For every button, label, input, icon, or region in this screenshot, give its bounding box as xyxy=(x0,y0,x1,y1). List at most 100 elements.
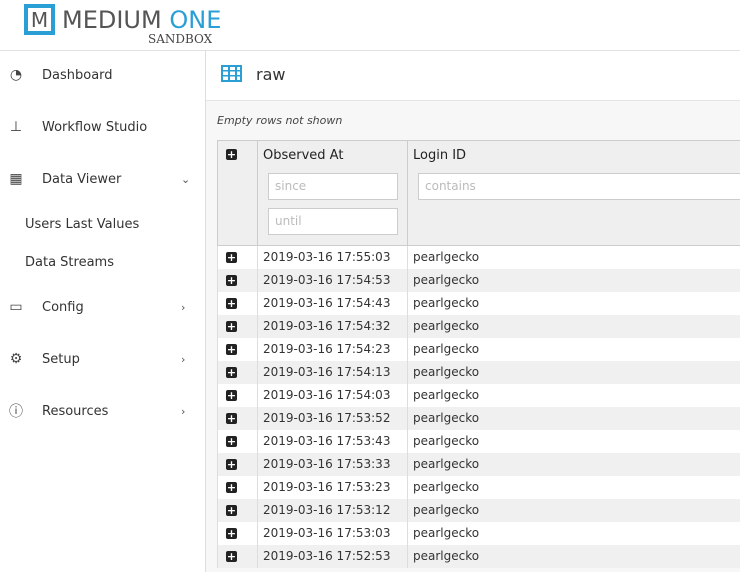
sidebar-item-dashboard[interactable]: ◔ Dashboard xyxy=(0,55,205,95)
sidebar-item-label: Data Streams xyxy=(25,254,114,270)
until-input[interactable]: until xyxy=(268,208,398,235)
desktop-icon: ▭ xyxy=(9,299,23,315)
expand-row-icon[interactable]: + xyxy=(226,412,237,425)
sidebar: ◔ Dashboard ⊥ Workflow Studio ▦ Data Viewer… xyxy=(0,51,206,572)
sidebar-item-users-last-values[interactable]: Users Last Values xyxy=(0,204,205,244)
table-row[interactable]: + 2019-03-16 17:53:52 pearlgecko xyxy=(217,407,740,430)
cell-observed-at: 2019-03-16 17:53:12 xyxy=(257,499,407,522)
sidebar-item-data-viewer[interactable]: ▦ Data Viewer ⌄ xyxy=(0,159,205,199)
cell-observed-at: 2019-03-16 17:54:13 xyxy=(257,361,407,384)
chevron-right-icon: › xyxy=(181,404,186,418)
expand-row-icon[interactable]: + xyxy=(226,458,237,471)
cell-login-id: pearlgecko xyxy=(407,361,740,384)
cell-login-id: pearlgecko xyxy=(407,430,740,453)
cell-login-id: pearlgecko xyxy=(407,338,740,361)
cell-observed-at: 2019-03-16 17:54:03 xyxy=(257,384,407,407)
cell-login-id: pearlgecko xyxy=(407,499,740,522)
expand-row-icon[interactable]: + xyxy=(226,389,237,402)
info-icon: ⓘ xyxy=(9,404,23,420)
cell-observed-at: 2019-03-16 17:54:43 xyxy=(257,292,407,315)
table-row[interactable]: + 2019-03-16 17:54:32 pearlgecko xyxy=(217,315,740,338)
cell-login-id: pearlgecko xyxy=(407,545,740,568)
gears-icon: ⚙ xyxy=(9,351,23,367)
cell-login-id: pearlgecko xyxy=(407,476,740,499)
table-row[interactable]: + 2019-03-16 17:55:03 pearlgecko xyxy=(217,246,740,269)
cell-login-id: pearlgecko xyxy=(407,384,740,407)
since-input[interactable]: since xyxy=(268,173,398,200)
chevron-right-icon: › xyxy=(181,300,186,314)
logo-name: MEDIUM xyxy=(62,6,162,34)
cell-login-id: pearlgecko xyxy=(407,407,740,430)
table-row[interactable]: + 2019-03-16 17:54:43 pearlgecko xyxy=(217,292,740,315)
table-row[interactable]: + 2019-03-16 17:54:13 pearlgecko xyxy=(217,361,740,384)
sidebar-item-label: Config xyxy=(42,299,84,315)
table-row[interactable]: + 2019-03-16 17:53:43 pearlgecko xyxy=(217,430,740,453)
expand-row-icon[interactable]: + xyxy=(226,550,237,563)
cell-login-id: pearlgecko xyxy=(407,269,740,292)
logo-mark[interactable]: M xyxy=(24,4,55,35)
sidebar-item-workflow-studio[interactable]: ⊥ Workflow Studio xyxy=(0,107,205,147)
dashboard-icon: ◔ xyxy=(9,67,23,83)
empty-rows-note: Empty rows not shown xyxy=(217,114,343,127)
sidebar-item-resources[interactable]: ⓘ Resources › xyxy=(0,391,205,431)
page-title: raw xyxy=(256,65,286,84)
cell-observed-at: 2019-03-16 17:53:52 xyxy=(257,407,407,430)
expand-row-icon[interactable]: + xyxy=(226,297,237,310)
cell-observed-at: 2019-03-16 17:54:23 xyxy=(257,338,407,361)
table-row[interactable]: + 2019-03-16 17:53:03 pearlgecko xyxy=(217,522,740,545)
chevron-down-icon: ⌄ xyxy=(181,172,191,186)
expand-row-icon[interactable]: + xyxy=(226,435,237,448)
sidebar-item-setup[interactable]: ⚙ Setup › xyxy=(0,339,205,379)
sidebar-item-data-streams[interactable]: Data Streams xyxy=(0,242,205,282)
sidebar-item-label: Resources xyxy=(42,403,109,419)
sitemap-icon: ⊥ xyxy=(9,119,23,135)
expand-row-icon[interactable]: + xyxy=(226,251,237,264)
login-contains-input[interactable]: contains xyxy=(418,173,740,200)
sidebar-item-config[interactable]: ▭ Config › xyxy=(0,287,205,327)
table-header: + Observed At since until Login ID conta… xyxy=(217,140,740,246)
expand-row-icon[interactable]: + xyxy=(226,504,237,517)
table-row[interactable]: + 2019-03-16 17:53:23 pearlgecko xyxy=(217,476,740,499)
expand-row-icon[interactable]: + xyxy=(226,343,237,356)
expand-row-icon[interactable]: + xyxy=(226,320,237,333)
expand-row-icon[interactable]: + xyxy=(226,527,237,540)
cell-observed-at: 2019-03-16 17:52:53 xyxy=(257,545,407,568)
sidebar-item-label: Users Last Values xyxy=(25,216,140,232)
column-header-login-id[interactable]: Login ID xyxy=(413,148,467,163)
main-content: raw Empty rows not shown + Observed At s… xyxy=(206,51,740,572)
cell-observed-at: 2019-03-16 17:53:03 xyxy=(257,522,407,545)
title-bar: raw xyxy=(206,51,740,101)
table-body: + 2019-03-16 17:55:03 pearlgecko + 2019-0… xyxy=(217,246,740,568)
cell-login-id: pearlgecko xyxy=(407,522,740,545)
data-table: + Observed At since until Login ID conta… xyxy=(217,140,740,568)
expand-row-icon[interactable]: + xyxy=(226,481,237,494)
table-icon xyxy=(221,65,242,82)
cell-login-id: pearlgecko xyxy=(407,292,740,315)
expand-all-icon[interactable]: + xyxy=(226,148,237,161)
sidebar-item-label: Workflow Studio xyxy=(42,119,148,135)
cell-login-id: pearlgecko xyxy=(407,246,740,269)
column-header-observed-at[interactable]: Observed At xyxy=(263,148,344,163)
sidebar-item-label: Data Viewer xyxy=(42,171,122,187)
sidebar-item-label: Dashboard xyxy=(42,67,113,83)
expand-row-icon[interactable]: + xyxy=(226,274,237,287)
chevron-right-icon: › xyxy=(181,352,186,366)
cell-observed-at: 2019-03-16 17:53:33 xyxy=(257,453,407,476)
logo-name-accent: ONE xyxy=(169,6,222,34)
cell-login-id: pearlgecko xyxy=(407,315,740,338)
table-icon: ▦ xyxy=(9,171,23,187)
cell-observed-at: 2019-03-16 17:53:43 xyxy=(257,430,407,453)
table-row[interactable]: + 2019-03-16 17:52:53 pearlgecko xyxy=(217,545,740,568)
cell-login-id: pearlgecko xyxy=(407,453,740,476)
table-row[interactable]: + 2019-03-16 17:54:03 pearlgecko xyxy=(217,384,740,407)
cell-observed-at: 2019-03-16 17:54:32 xyxy=(257,315,407,338)
table-row[interactable]: + 2019-03-16 17:53:33 pearlgecko xyxy=(217,453,740,476)
expand-row-icon[interactable]: + xyxy=(226,366,237,379)
logo-text[interactable]: MEDIUM ONE xyxy=(62,6,221,34)
sidebar-item-label: Setup xyxy=(42,351,80,367)
header: M MEDIUM ONE SANDBOX xyxy=(0,0,740,51)
table-row[interactable]: + 2019-03-16 17:54:53 pearlgecko xyxy=(217,269,740,292)
table-row[interactable]: + 2019-03-16 17:54:23 pearlgecko xyxy=(217,338,740,361)
cell-observed-at: 2019-03-16 17:54:53 xyxy=(257,269,407,292)
table-row[interactable]: + 2019-03-16 17:53:12 pearlgecko xyxy=(217,499,740,522)
